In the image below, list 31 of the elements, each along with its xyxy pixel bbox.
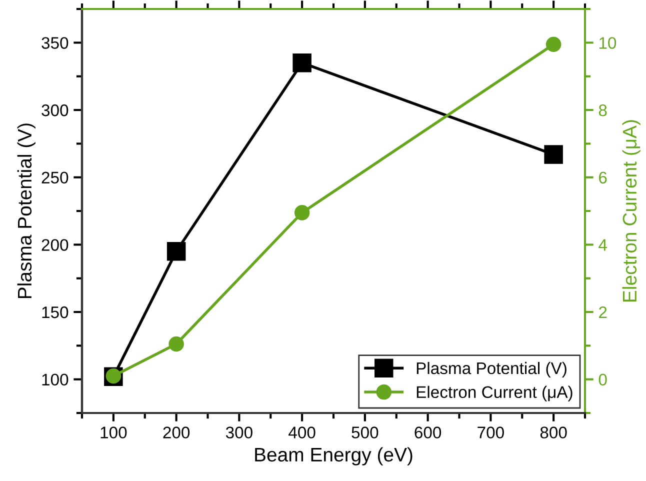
x-tick-label: 100 [100,426,127,438]
y2-tick-label: 6 [599,172,607,184]
x-axis-title: Beam Energy (eV) [255,447,412,466]
y-tick-label: 250 [42,172,68,184]
x-tick-label: 400 [288,426,316,438]
point [294,205,310,220]
x-tick-label: 500 [352,426,378,438]
x-tick-label: 200 [163,426,190,438]
y2-tick-label: 2 [599,306,607,318]
point [292,53,312,72]
point [546,36,562,52]
y-axis-title: Plasma Potential (V) [17,124,36,298]
y2-tick-label: 0 [598,374,607,386]
y2-tick-label: 10 [599,37,616,49]
point [544,145,563,164]
y2-tick-label: 4 [598,239,607,251]
x-tick-label: 300 [226,426,252,438]
y-tick-label: 150 [42,306,68,318]
y-tick-label: 100 [42,374,68,386]
x-tick-label: 800 [540,426,567,438]
x-tick-label: 600 [414,426,442,438]
y-tick-label: 300 [42,104,68,116]
legend-label: Plasma Potential (V) [416,362,566,378]
point [168,336,184,352]
legend-label: Electron Current (μA) [416,386,572,402]
y-tick-label: 350 [42,37,68,49]
y2-axis-title: Electron Current (μA) [622,120,640,302]
y2-tick-label: 8 [598,104,607,116]
point [166,242,186,261]
y-tick-label: 200 [42,239,68,251]
x-tick-label: 700 [478,426,504,438]
